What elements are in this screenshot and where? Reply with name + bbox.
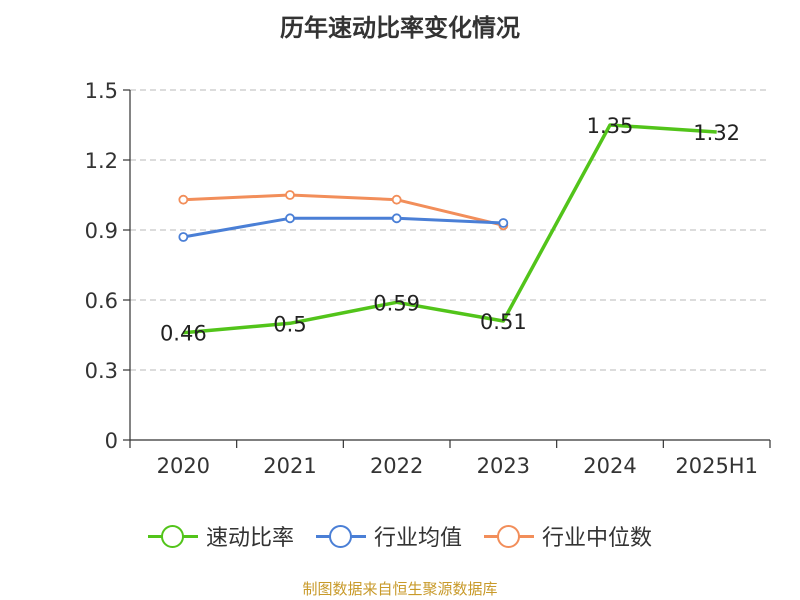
y-tick-label: 0.9 — [85, 219, 118, 243]
y-tick-label: 0 — [105, 429, 118, 453]
data-point — [391, 194, 402, 205]
legend-label: 行业中位数 — [542, 526, 653, 551]
y-tick-label: 1.5 — [85, 79, 118, 103]
data-point — [178, 194, 189, 205]
legend-marker-icon — [484, 521, 534, 551]
legend-item-industry-median[interactable]: 行业中位数 — [484, 520, 652, 552]
x-tick-label: 2023 — [477, 454, 530, 478]
data-point — [391, 213, 402, 224]
data-labels: 0.46 0.5 0.59 0.51 1.35 1.32 — [160, 114, 740, 346]
axes: 0 0.3 0.6 0.9 1.2 1.5 2020 2021 2022 2023 2024 2025… — [85, 79, 771, 478]
legend-label: 速动比率 — [205, 526, 294, 551]
chart-title: 历年速动比率变化情况 — [280, 14, 520, 42]
source-note: 制图数据来自恒生聚源数据库 — [302, 580, 498, 598]
data-label: 1.35 — [587, 114, 634, 138]
x-tick-label: 2020 — [157, 454, 210, 478]
data-label: 0.51 — [480, 310, 527, 334]
legend-item-quick-ratio[interactable]: 速动比率 — [147, 520, 294, 552]
data-point — [178, 232, 189, 242]
series-line — [183, 193, 504, 227]
y-tick-label: 0.6 — [85, 289, 118, 313]
x-tick-label: 2022 — [370, 454, 423, 478]
legend-item-industry-mean[interactable]: 行业均值 — [315, 520, 462, 552]
y-tick-label: 0.3 — [85, 359, 118, 383]
data-label: 0.59 — [373, 291, 420, 315]
grid-lines — [130, 89, 770, 371]
x-tick-label: 2021 — [263, 454, 316, 478]
legend: 速动比率 行业均值 行业中位数 — [0, 520, 800, 552]
x-tick-label: 2024 — [583, 454, 636, 478]
legend-marker-icon — [147, 521, 198, 551]
x-tick-label: 2025H1 — [675, 454, 758, 478]
y-tick-label: 1.2 — [85, 149, 118, 173]
data-label: 0.46 — [160, 322, 207, 346]
legend-marker-icon — [315, 521, 366, 551]
data-label: 1.32 — [693, 121, 740, 145]
legend-label: 行业均值 — [373, 526, 462, 551]
series-line — [183, 123, 717, 335]
data-point — [498, 218, 509, 228]
series — [178, 123, 717, 335]
data-point — [285, 213, 295, 224]
data-label: 0.5 — [273, 312, 306, 336]
series-line — [183, 216, 504, 239]
data-point — [285, 190, 295, 200]
